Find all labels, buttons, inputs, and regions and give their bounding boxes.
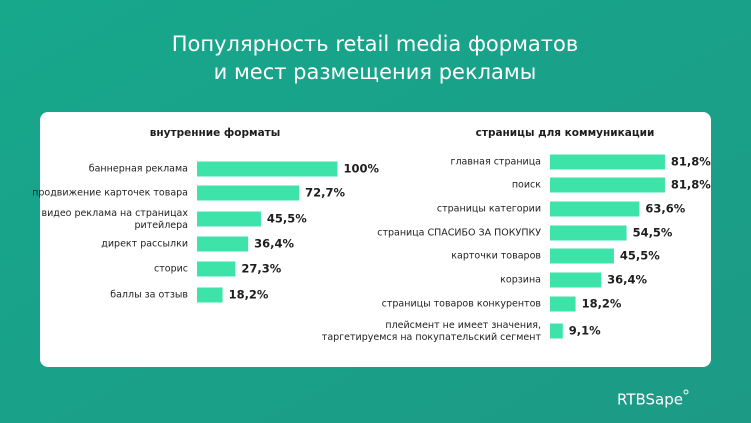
- bar: [550, 272, 602, 288]
- bar: [197, 161, 338, 177]
- bar: [550, 154, 665, 170]
- category-label: корзина: [500, 275, 541, 286]
- category-label: директ рассылки: [101, 239, 188, 250]
- logo-mark: [683, 389, 689, 395]
- value-label: 81,8%: [671, 178, 711, 192]
- value-label: 36,4%: [607, 273, 647, 287]
- bar: [197, 236, 249, 252]
- bar: [550, 177, 665, 193]
- category-label: баннерная реклама: [89, 164, 188, 175]
- value-label: 45,5%: [267, 212, 307, 226]
- category-label: видео реклама на страницах ритейлера: [42, 208, 189, 231]
- value-label: 18,2%: [229, 288, 269, 302]
- value-label: 18,2%: [582, 297, 622, 311]
- category-label: главная страница: [450, 157, 541, 168]
- bar: [197, 185, 300, 201]
- value-label: 27,3%: [241, 262, 281, 276]
- value-label: 63,6%: [645, 202, 685, 216]
- value-label: 100%: [344, 162, 380, 176]
- category-label: баллы за отзыв: [110, 290, 188, 301]
- brand-logo: RTBSape: [617, 391, 683, 409]
- value-label: 36,4%: [254, 237, 294, 251]
- category-label: страницы товаров конкурентов: [382, 299, 542, 310]
- bar: [197, 287, 223, 303]
- bar: [550, 248, 614, 264]
- bar: [550, 296, 576, 312]
- category-label: страницы категории: [437, 204, 541, 215]
- category-label: сторис: [154, 264, 188, 275]
- bar: [197, 211, 261, 227]
- category-label: карточки товаров: [451, 251, 541, 262]
- title-line: Популярность retail media форматов: [172, 32, 579, 56]
- value-label: 9,1%: [569, 324, 601, 338]
- category-label: продвижение карточек товара: [32, 188, 188, 199]
- value-label: 45,5%: [620, 249, 660, 263]
- value-label: 54,5%: [633, 226, 673, 240]
- category-label: страница СПАСИБО ЗА ПОКУПКУ: [377, 228, 541, 239]
- category-label: поиск: [512, 180, 541, 191]
- chart-title: страницы для коммуникации: [476, 127, 655, 139]
- chart-title: внутренние форматы: [150, 127, 281, 139]
- bar: [550, 225, 627, 241]
- bar: [550, 323, 563, 339]
- value-label: 81,8%: [671, 155, 711, 169]
- value-label: 72,7%: [305, 186, 345, 200]
- bar: [550, 201, 640, 217]
- category-label: плейсмент не имеет значения, таргетируемс…: [322, 320, 542, 343]
- bar: [197, 261, 236, 277]
- title-line: и мест размещения рекламы: [214, 60, 537, 84]
